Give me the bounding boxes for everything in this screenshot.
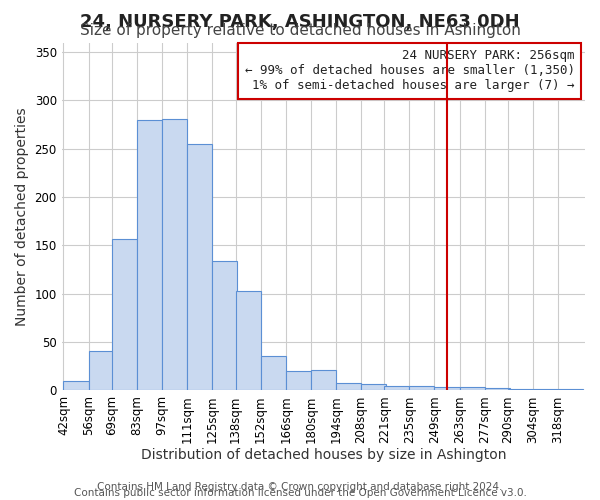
Text: Contains public sector information licensed under the Open Government Licence v3: Contains public sector information licen… — [74, 488, 526, 498]
Bar — [336, 382, 361, 390]
Bar — [89, 351, 113, 391]
Bar — [558, 388, 583, 390]
Bar — [187, 144, 212, 390]
Bar — [137, 120, 162, 390]
Bar — [311, 370, 336, 390]
Bar — [460, 386, 485, 390]
Text: 24 NURSERY PARK: 256sqm
← 99% of detached houses are smaller (1,350)
1% of semi-: 24 NURSERY PARK: 256sqm ← 99% of detache… — [245, 50, 575, 92]
Text: 24, NURSERY PARK, ASHINGTON, NE63 0DH: 24, NURSERY PARK, ASHINGTON, NE63 0DH — [80, 12, 520, 30]
Bar — [64, 381, 89, 390]
Bar — [286, 371, 311, 390]
Bar — [212, 261, 238, 390]
Bar — [162, 119, 187, 390]
Bar — [409, 386, 434, 390]
Y-axis label: Number of detached properties: Number of detached properties — [15, 107, 29, 326]
X-axis label: Distribution of detached houses by size in Ashington: Distribution of detached houses by size … — [140, 448, 506, 462]
Text: Contains HM Land Registry data © Crown copyright and database right 2024.: Contains HM Land Registry data © Crown c… — [97, 482, 503, 492]
Bar — [112, 238, 137, 390]
Bar — [485, 388, 510, 390]
Bar — [434, 386, 460, 390]
Bar — [260, 356, 286, 390]
Bar — [236, 291, 260, 390]
Text: Size of property relative to detached houses in Ashington: Size of property relative to detached ho… — [80, 22, 520, 38]
Bar — [533, 388, 558, 390]
Bar — [384, 386, 409, 390]
Bar — [361, 384, 386, 390]
